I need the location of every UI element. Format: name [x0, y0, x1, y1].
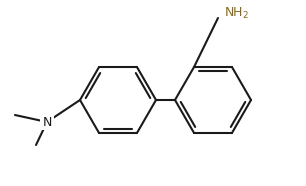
Text: N: N [42, 116, 52, 129]
Text: NH$_2$: NH$_2$ [224, 5, 249, 20]
